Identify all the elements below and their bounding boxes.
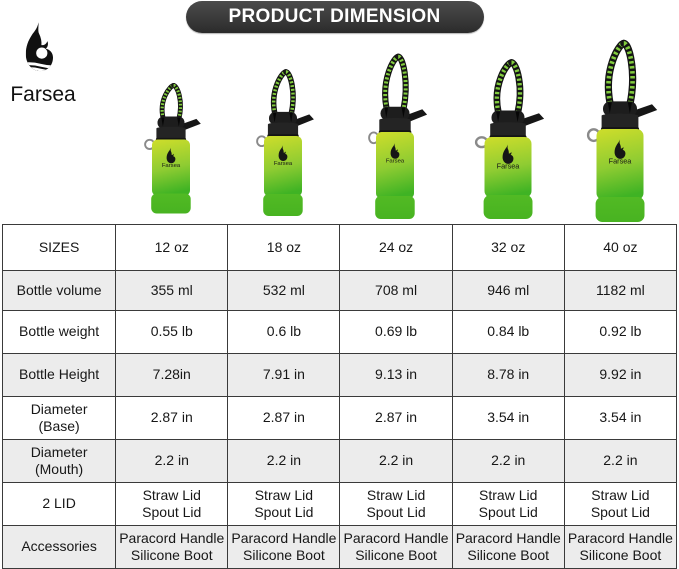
svg-text:Farsea: Farsea	[386, 159, 405, 165]
svg-text:Farsea: Farsea	[609, 157, 633, 166]
svg-text:Farsea: Farsea	[274, 161, 293, 167]
svg-text:Farsea: Farsea	[162, 163, 181, 169]
svg-text:Farsea: Farsea	[497, 162, 521, 171]
